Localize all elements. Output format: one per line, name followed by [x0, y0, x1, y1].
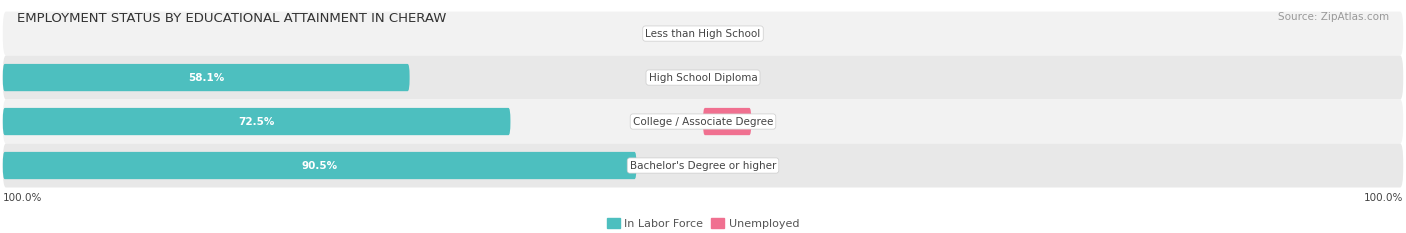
Text: Bachelor's Degree or higher: Bachelor's Degree or higher	[630, 161, 776, 171]
Text: 0.0%: 0.0%	[727, 72, 754, 82]
Legend: In Labor Force, Unemployed: In Labor Force, Unemployed	[602, 214, 804, 233]
Text: 58.1%: 58.1%	[188, 72, 225, 82]
FancyBboxPatch shape	[703, 108, 751, 135]
Text: 0.0%: 0.0%	[727, 29, 754, 39]
Text: 0.0%: 0.0%	[727, 161, 754, 171]
Text: Source: ZipAtlas.com: Source: ZipAtlas.com	[1278, 12, 1389, 22]
Text: Less than High School: Less than High School	[645, 29, 761, 39]
Text: High School Diploma: High School Diploma	[648, 72, 758, 82]
FancyBboxPatch shape	[3, 152, 637, 179]
Text: 100.0%: 100.0%	[1364, 193, 1403, 203]
FancyBboxPatch shape	[3, 64, 409, 91]
FancyBboxPatch shape	[3, 99, 1403, 144]
Text: EMPLOYMENT STATUS BY EDUCATIONAL ATTAINMENT IN CHERAW: EMPLOYMENT STATUS BY EDUCATIONAL ATTAINM…	[17, 12, 446, 25]
Text: College / Associate Degree: College / Associate Degree	[633, 116, 773, 127]
Text: 72.5%: 72.5%	[239, 116, 274, 127]
Text: 6.9%: 6.9%	[713, 116, 741, 127]
Text: 90.5%: 90.5%	[301, 161, 337, 171]
FancyBboxPatch shape	[3, 144, 1403, 188]
FancyBboxPatch shape	[3, 12, 1403, 55]
FancyBboxPatch shape	[3, 55, 1403, 99]
Text: 0.0%: 0.0%	[652, 29, 679, 39]
FancyBboxPatch shape	[3, 108, 510, 135]
Text: 100.0%: 100.0%	[3, 193, 42, 203]
